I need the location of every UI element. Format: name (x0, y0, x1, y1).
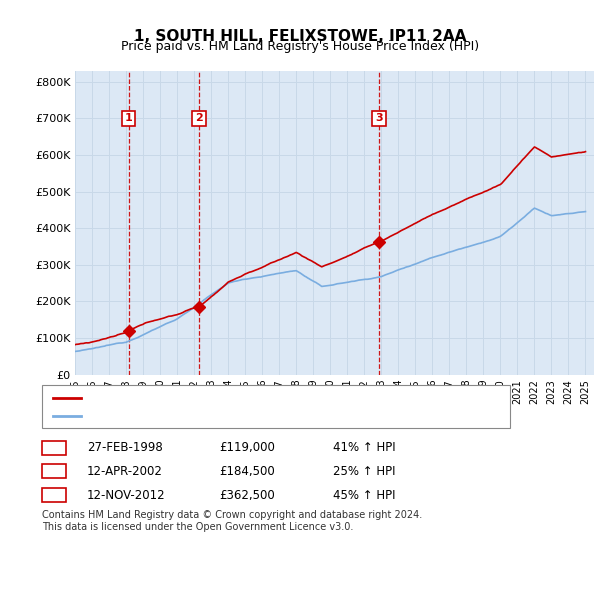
Text: 12-APR-2002: 12-APR-2002 (87, 465, 163, 478)
Text: £362,500: £362,500 (219, 489, 275, 502)
Text: Price paid vs. HM Land Registry's House Price Index (HPI): Price paid vs. HM Land Registry's House … (121, 40, 479, 53)
Text: 2: 2 (195, 113, 203, 123)
Text: £119,000: £119,000 (219, 441, 275, 454)
Text: 1, SOUTH HILL, FELIXSTOWE, IP11 2AA (detached house): 1, SOUTH HILL, FELIXSTOWE, IP11 2AA (det… (87, 391, 422, 404)
Text: 25% ↑ HPI: 25% ↑ HPI (333, 465, 395, 478)
Text: £184,500: £184,500 (219, 465, 275, 478)
Text: 2: 2 (50, 465, 58, 478)
Text: 3: 3 (50, 489, 58, 502)
Text: 45% ↑ HPI: 45% ↑ HPI (333, 489, 395, 502)
Text: HPI: Average price, detached house, East Suffolk: HPI: Average price, detached house, East… (87, 409, 375, 422)
Text: 27-FEB-1998: 27-FEB-1998 (87, 441, 163, 454)
Text: 1: 1 (125, 113, 133, 123)
Text: 1, SOUTH HILL, FELIXSTOWE, IP11 2AA: 1, SOUTH HILL, FELIXSTOWE, IP11 2AA (134, 29, 466, 44)
Text: Contains HM Land Registry data © Crown copyright and database right 2024.
This d: Contains HM Land Registry data © Crown c… (42, 510, 422, 532)
Text: 41% ↑ HPI: 41% ↑ HPI (333, 441, 395, 454)
Text: 1: 1 (50, 441, 58, 454)
Text: 12-NOV-2012: 12-NOV-2012 (87, 489, 166, 502)
Text: 3: 3 (375, 113, 383, 123)
